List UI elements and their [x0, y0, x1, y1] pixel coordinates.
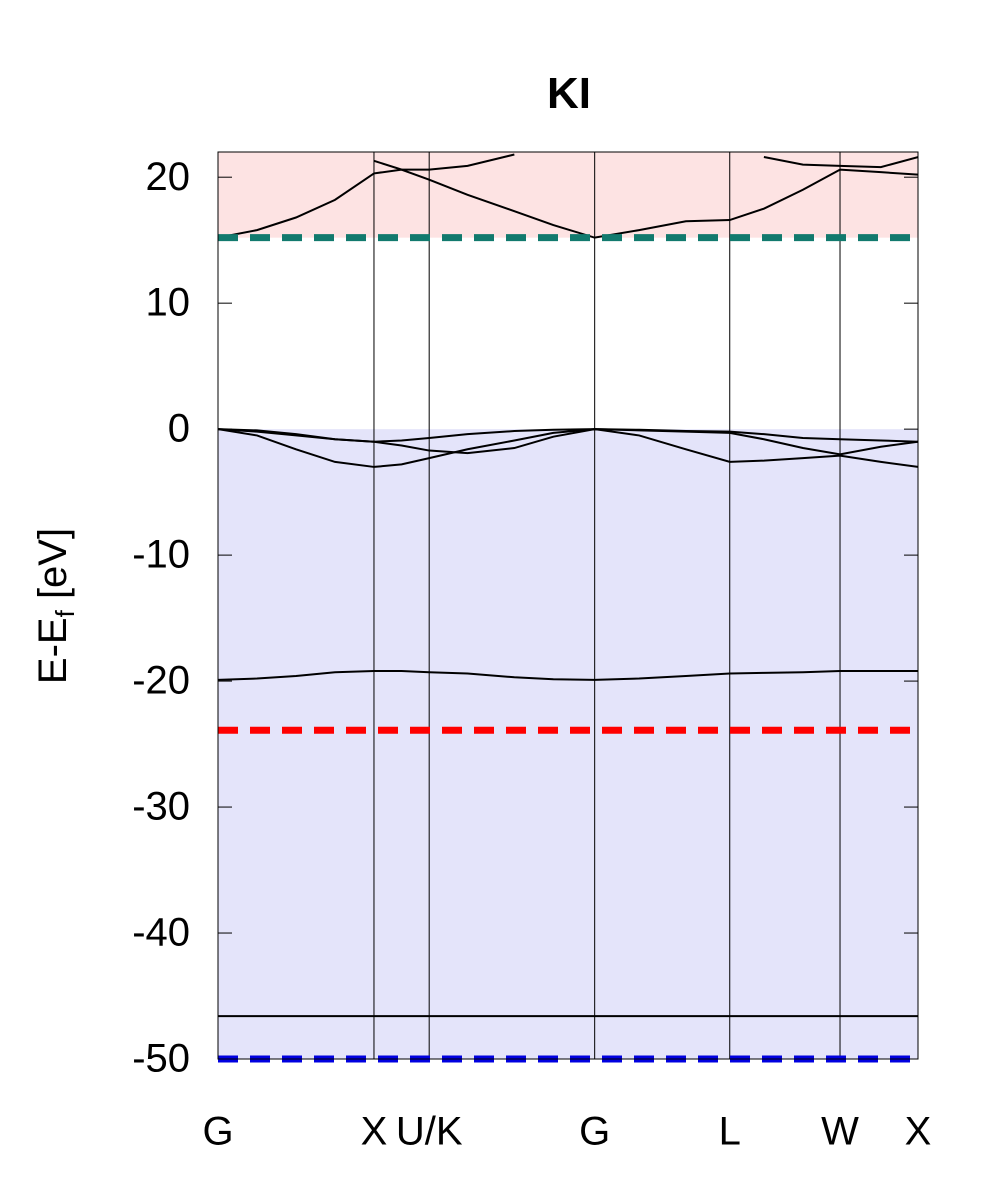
y-label-subscript: f — [50, 609, 80, 617]
y-tick-label: -30 — [132, 785, 190, 829]
y-axis-label: E-Ef [eV] — [31, 528, 80, 684]
chart-title: KI — [547, 69, 591, 118]
x-tick-label: G — [579, 1110, 610, 1154]
band-line — [218, 168, 918, 239]
x-tick-label: X — [905, 1110, 932, 1154]
band-line — [218, 428, 918, 468]
x-tick-label: G — [202, 1110, 233, 1154]
plot-frame — [217, 151, 919, 1060]
y-tick-label: -50 — [132, 1037, 190, 1081]
y-tick-label: -20 — [132, 659, 190, 703]
band-line — [218, 428, 918, 443]
y-label-main: E-E — [31, 617, 75, 684]
y-tick-label: -40 — [132, 911, 190, 955]
y-tick-label: 0 — [168, 407, 190, 451]
y-tick-label: -10 — [132, 533, 190, 577]
x-tick-label: X — [361, 1110, 388, 1154]
x-tick-label: W — [821, 1110, 859, 1154]
y-tick-label: 20 — [146, 155, 191, 199]
y-label-tail: [eV] — [31, 528, 75, 610]
bands — [218, 153, 918, 1018]
shaded-region — [218, 429, 918, 1059]
shaded-region — [218, 152, 918, 238]
x-tick-label: L — [719, 1110, 741, 1154]
band-line — [373, 153, 918, 171]
band-line — [218, 670, 918, 681]
regions — [218, 152, 918, 1059]
y-tick-label: 10 — [146, 281, 191, 325]
x-tick-label: U/K — [396, 1110, 463, 1154]
